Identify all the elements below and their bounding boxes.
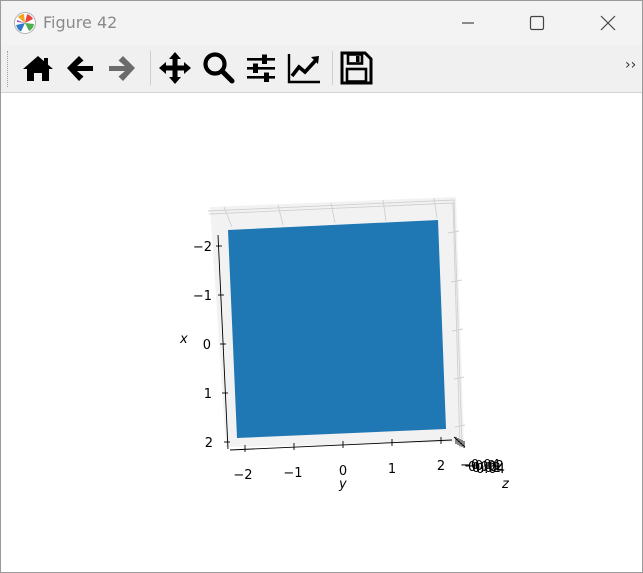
z-tick-label: 0.02 <box>472 461 501 476</box>
chart-line-icon <box>287 54 320 84</box>
title-bar[interactable]: Figure 42 <box>1 1 642 45</box>
x-tick-label: 2 <box>205 436 213 451</box>
magnifier-icon <box>203 52 235 84</box>
x-tick-label: 1 <box>204 387 212 402</box>
close-icon <box>600 15 616 31</box>
maximize-button[interactable] <box>517 9 557 37</box>
navigation-toolbar: ›› <box>1 45 642 93</box>
z-tick-label: −0.04 <box>460 458 500 473</box>
close-button[interactable] <box>588 9 628 37</box>
arrow-left-icon <box>67 56 93 81</box>
forward-button[interactable] <box>104 50 140 86</box>
y-tick-label: 2 <box>437 459 445 474</box>
surface-plane[interactable] <box>228 220 446 438</box>
y-tick-label: −2 <box>233 468 252 483</box>
axes-3d[interactable]: −2 −1 0 1 2 x −2 −1 0 1 2 y <box>2 93 643 571</box>
minimize-button[interactable] <box>448 9 488 37</box>
sliders-icon <box>247 54 275 82</box>
grid-lines <box>207 197 466 449</box>
back-button[interactable] <box>62 50 98 86</box>
x-tick-label: −1 <box>193 289 212 304</box>
home-button[interactable] <box>20 50 56 86</box>
pan-button[interactable] <box>157 50 193 86</box>
window-title: Figure 42 <box>43 13 118 32</box>
x-axis-label: x <box>179 332 188 347</box>
matplotlib-icon <box>13 11 37 35</box>
subplots-button[interactable] <box>243 50 279 86</box>
maximize-icon <box>529 15 545 31</box>
z-axis: −0.04 −0.02 0.00 0.02 0.04 z <box>453 436 510 492</box>
axes-edit-button[interactable] <box>286 50 322 86</box>
arrow-right-icon <box>109 56 135 81</box>
floppy-disk-icon <box>340 51 373 85</box>
toolbar-separator <box>150 51 151 85</box>
save-button[interactable] <box>338 50 374 86</box>
y-tick-label: 0 <box>339 464 347 479</box>
y-axis: −2 −1 0 1 2 y <box>229 437 453 492</box>
z-tick-label: −0.02 <box>464 459 504 474</box>
y-tick-label: 1 <box>388 462 396 477</box>
minimize-icon <box>462 22 474 24</box>
x-tick-label: 0 <box>203 338 211 353</box>
z-axis-label: z <box>501 477 510 492</box>
x-tick-label: −2 <box>193 240 212 255</box>
figure-canvas[interactable]: −2 −1 0 1 2 x −2 −1 0 1 2 y <box>2 93 641 571</box>
zoom-button[interactable] <box>200 50 236 86</box>
move-icon <box>159 52 191 84</box>
toolbar-grip[interactable] <box>7 51 11 87</box>
z-tick-label: 0.00 <box>468 460 497 475</box>
y-tick-label: −1 <box>283 466 302 481</box>
y-axis-label: y <box>338 477 347 492</box>
toolbar-overflow-button[interactable]: ›› <box>625 57 637 73</box>
x-axis: −2 −1 0 1 2 x <box>179 234 230 451</box>
toolbar-separator <box>332 51 333 85</box>
z-tick-label: 0.04 <box>476 462 505 477</box>
home-icon <box>23 56 53 81</box>
